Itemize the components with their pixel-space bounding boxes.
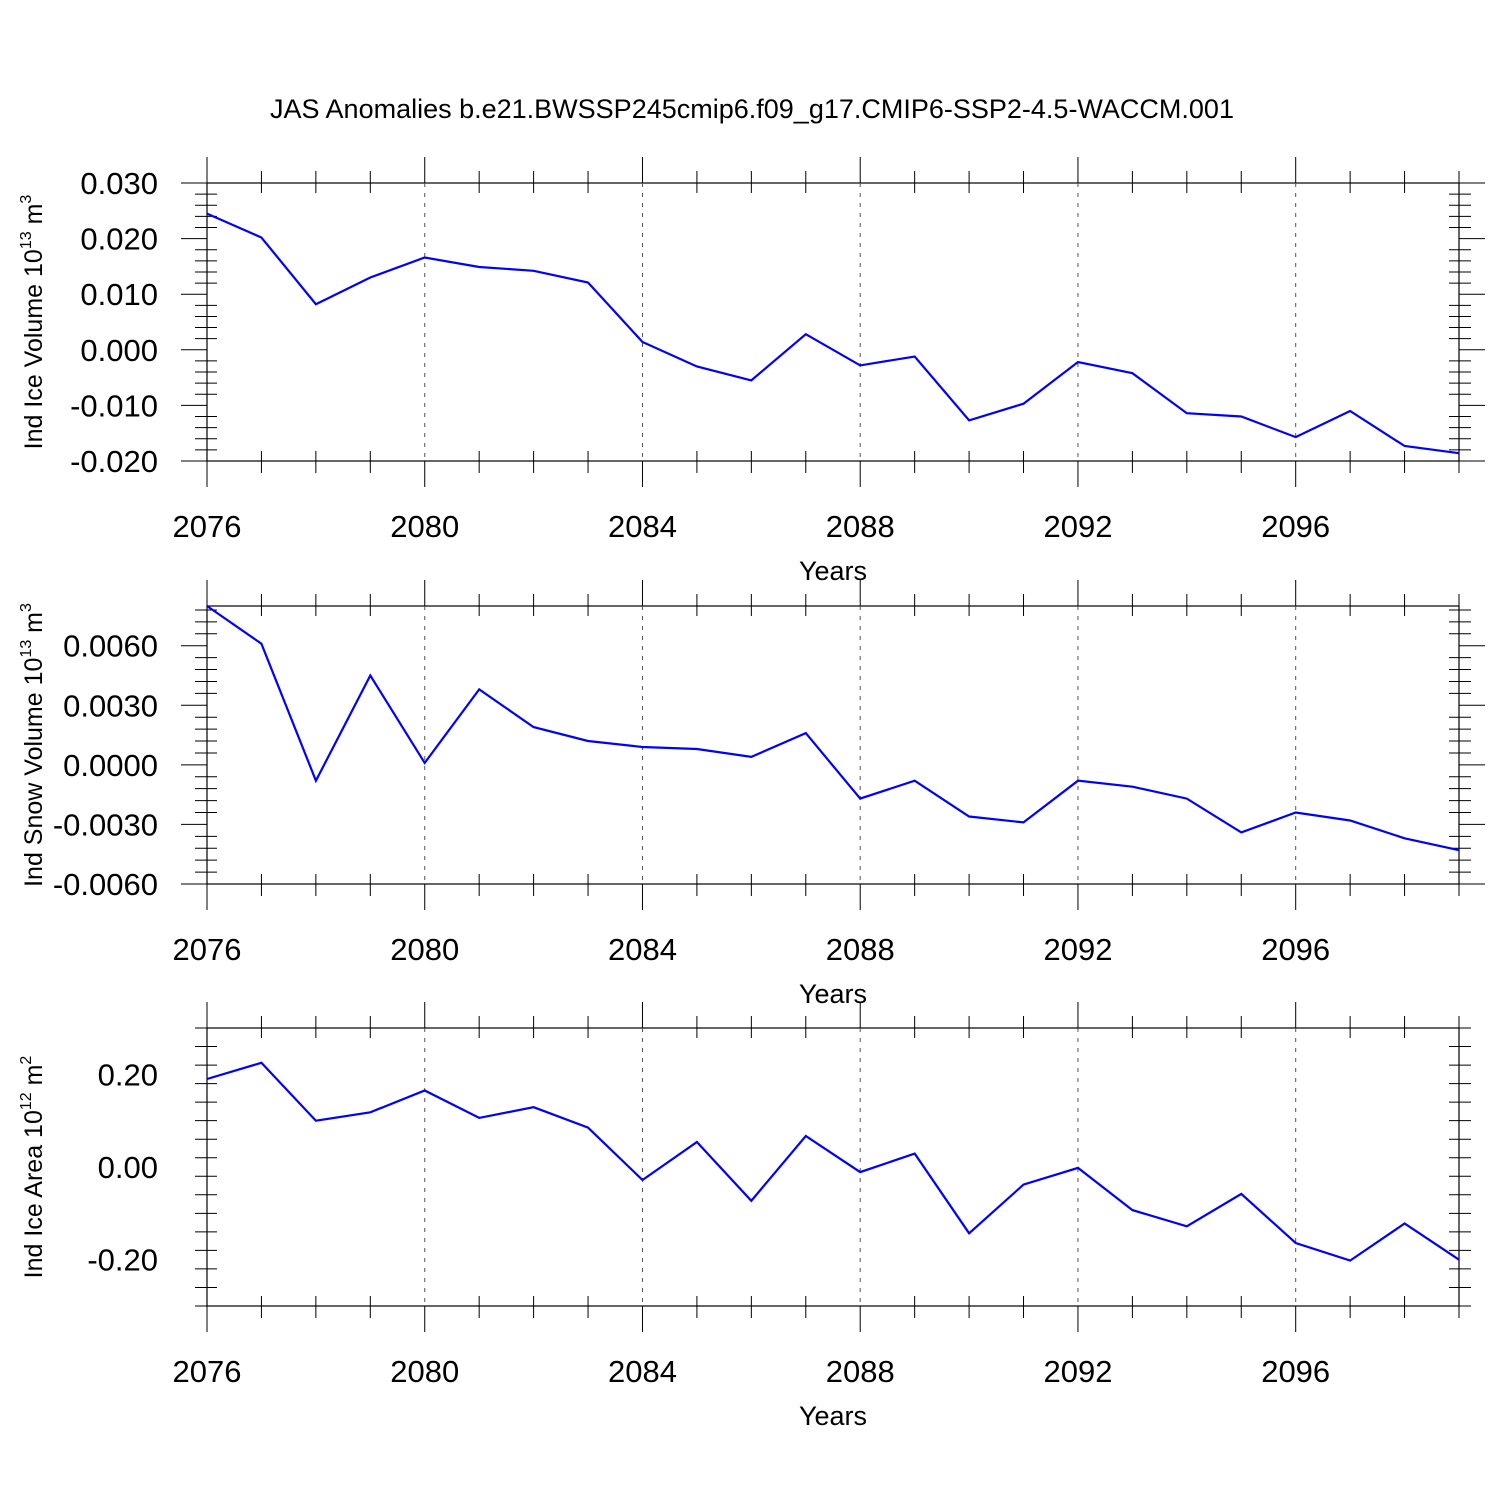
y-tick-label: 0.030 (80, 166, 158, 201)
panel-2: 2076 2080 2084 2088 2092 2096 0.0060 0.0030 0.00… (18, 580, 1485, 1009)
x-tick-label: 2096 (1261, 1354, 1330, 1389)
x-tick-label: 2080 (390, 509, 459, 544)
plot-frame (206, 1027, 1460, 1307)
y-axis-label: Ind Ice Volume 1013 m3 (18, 195, 48, 450)
y-tick-label: -0.010 (70, 388, 158, 423)
y-tick-label: 0.20 (98, 1057, 158, 1092)
y-tick-label: 0.010 (80, 277, 158, 312)
panel-1: 2076 2080 2084 2088 2092 2096 0.030 0.020 0.010 0… (18, 157, 1485, 586)
x-tick-label: 2092 (1043, 509, 1112, 544)
y-tick-label: 0.0000 (63, 748, 158, 783)
x-tick-label: 2084 (608, 1354, 677, 1389)
plot-frame (206, 182, 1460, 462)
panel-3: 2076 2080 2084 2088 2092 2096 0.20 0.00 -0.20 Yea… (18, 1002, 1471, 1431)
y-axis-label: Ind Ice Area 1012 m2 (18, 1056, 48, 1279)
x-tick-label: 2092 (1043, 1354, 1112, 1389)
x-tick-label: 2080 (390, 1354, 459, 1389)
figure-title: JAS Anomalies b.e21.BWSSP245cmip6.f09_g1… (270, 94, 1234, 124)
x-tick-label: 2084 (608, 509, 677, 544)
x-tick-label: 2096 (1261, 509, 1330, 544)
x-tick-label: 2088 (826, 1354, 895, 1389)
x-tick-label: 2076 (173, 1354, 242, 1389)
y-tick-label: -0.0060 (53, 867, 158, 902)
x-axis-label: Years (799, 1401, 867, 1431)
series-line (206, 212, 1460, 455)
y-tick-label: 0.00 (98, 1150, 158, 1185)
x-axis-label: Years (799, 556, 867, 586)
x-axis-label: Years (799, 979, 867, 1009)
y-tick-label: 0.000 (80, 333, 158, 368)
y-tick-label: 0.020 (80, 222, 158, 257)
x-tick-label: 2084 (608, 932, 677, 967)
x-tick-label: 2080 (390, 932, 459, 967)
y-tick-label: -0.20 (87, 1243, 158, 1278)
series-line (206, 605, 1460, 852)
y-tick-label: 0.0030 (63, 688, 158, 723)
x-tick-label: 2076 (173, 932, 242, 967)
plot-frame (206, 605, 1460, 885)
x-tick-label: 2096 (1261, 932, 1330, 967)
series-line (206, 1061, 1460, 1262)
y-tick-label: -0.020 (70, 444, 158, 479)
x-tick-label: 2088 (826, 509, 895, 544)
x-tick-label: 2088 (826, 932, 895, 967)
y-axis-label: Ind Snow Volume 1013 m3 (18, 603, 48, 887)
y-tick-label: 0.0060 (63, 629, 158, 664)
x-tick-label: 2092 (1043, 932, 1112, 967)
y-tick-label: -0.0030 (53, 807, 158, 842)
panels: 2076 2080 2084 2088 2092 2096 0.030 0.020 0.010 0… (18, 157, 1485, 1431)
x-tick-label: 2076 (173, 509, 242, 544)
